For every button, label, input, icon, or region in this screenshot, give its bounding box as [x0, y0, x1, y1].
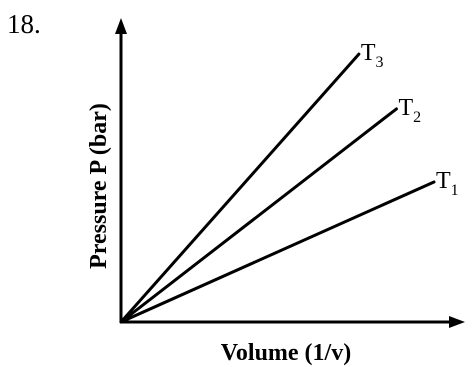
series-label-subscript: 1: [451, 182, 459, 199]
series-label-t1: T1: [436, 168, 459, 199]
series-label-t2: T2: [398, 95, 421, 126]
series-label-t3: T3: [361, 40, 384, 71]
series-label-subscript: 3: [376, 54, 384, 71]
x-axis-title: Volume (1/v): [221, 340, 351, 366]
series-line-t2: [119, 107, 398, 324]
series-line-t1: [119, 180, 436, 324]
question-number: 18.: [7, 9, 41, 39]
series-label-subscript: 2: [413, 109, 421, 126]
x-axis-arrow: [449, 316, 465, 328]
y-axis-title: Pressure P (bar): [86, 103, 112, 269]
series-line-t3: [119, 52, 361, 324]
series-layer: T3 T2 T1: [119, 40, 459, 324]
y-axis-arrow: [115, 18, 127, 34]
